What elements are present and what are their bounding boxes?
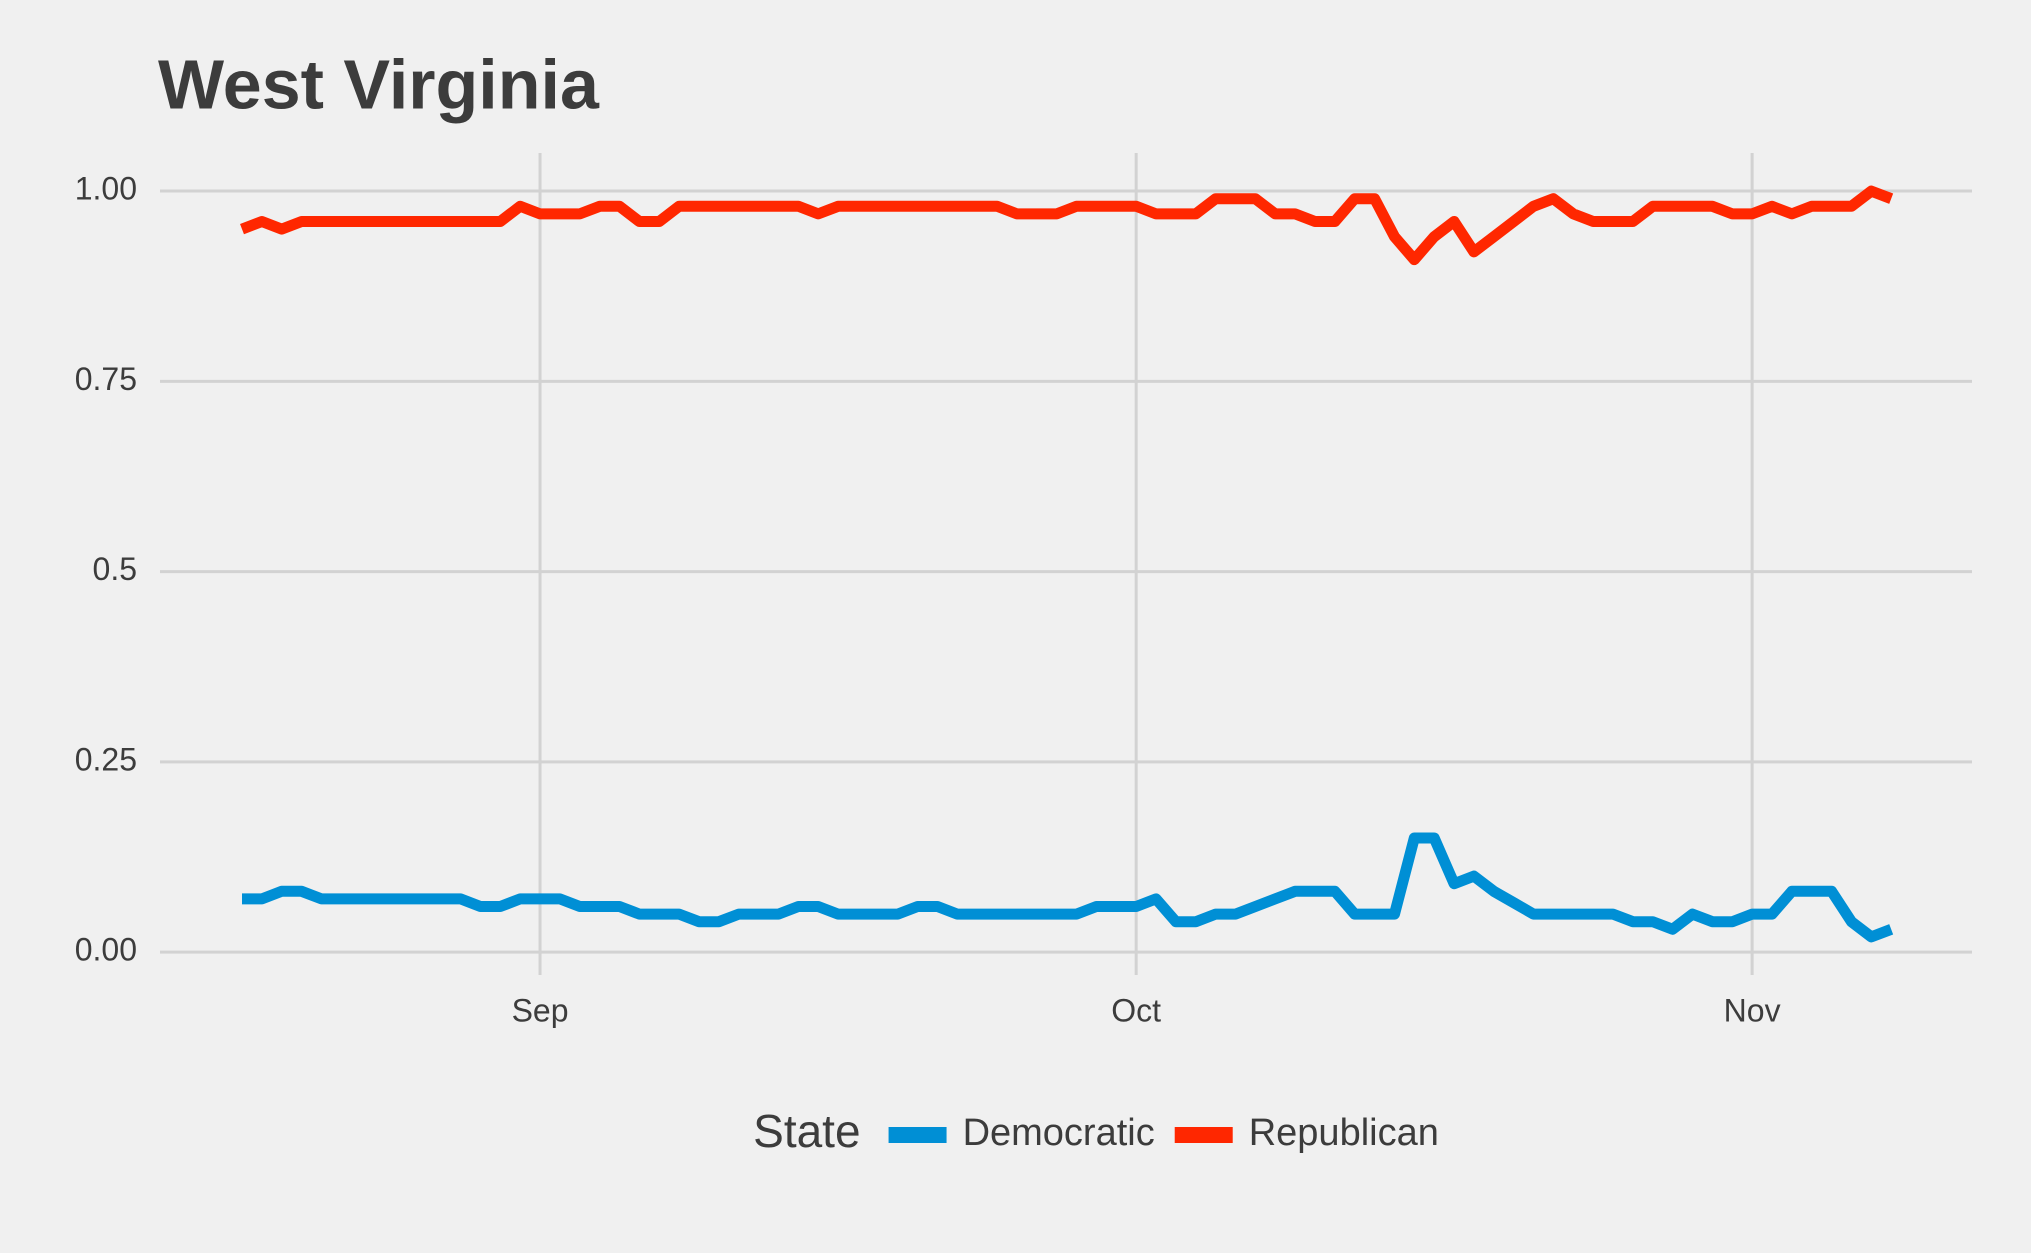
y-tick-label: 0.00 [75, 932, 137, 968]
chart-title: West Virginia [158, 45, 600, 123]
x-tick-label: Nov [1724, 992, 1781, 1028]
line [242, 832, 1894, 943]
y-tick-label: 0.75 [75, 361, 137, 397]
legend-title: State [753, 1105, 860, 1157]
x-tick-label: Sep [512, 992, 569, 1028]
x-tick-label: Oct [1111, 992, 1161, 1028]
y-tick-label: 0.5 [93, 551, 137, 587]
y-tick-label: 1.00 [75, 171, 137, 207]
legend-label: Republican [1249, 1112, 1439, 1154]
y-tick-label: 0.25 [75, 741, 137, 777]
line [240, 185, 1894, 266]
legend-label: Democratic [963, 1112, 1155, 1154]
